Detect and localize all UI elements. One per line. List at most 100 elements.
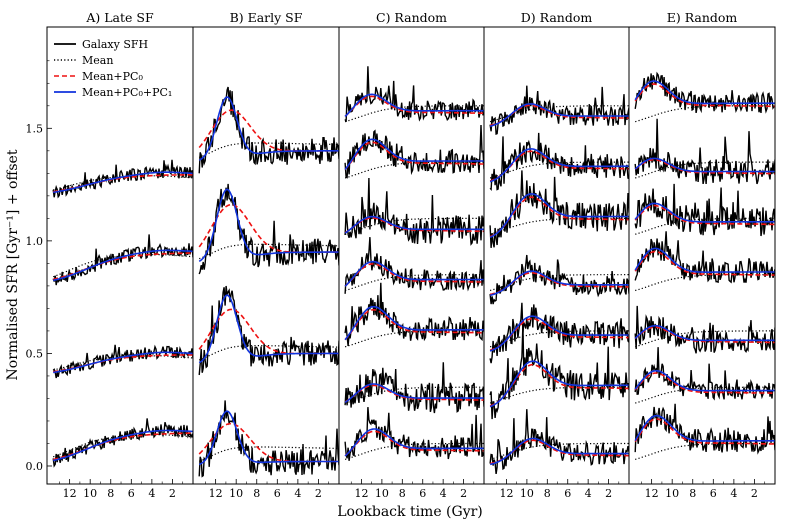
x-tick-label: 6 [128,487,135,500]
mean-series [53,175,193,191]
mean-pc0-pc1-series [489,193,629,239]
mean-pc0-pc1-series [344,138,484,170]
galaxy-sfh-series [634,347,775,401]
panel-5-title: E) Random [667,10,738,25]
galaxy-sfh-series [489,170,629,248]
mean-pc0-pc1-series [344,215,484,234]
galaxy-sfh-series [634,118,775,185]
galaxy-sfh-series [489,324,629,420]
mean-pc0-pc1-series [489,103,629,127]
x-tick-label: 8 [253,487,260,500]
mean-series [635,274,775,292]
mean-pc0-series [344,263,484,287]
mean-pc0-pc1-series [344,383,484,404]
galaxy-sfh-series [489,85,629,136]
mean-series [635,330,775,348]
x-tick-label: 10 [83,487,97,500]
mean-pc0-pc1-series [53,171,193,194]
mean-pc0-pc1-series [634,157,775,173]
legend-label: Mean+PC₀ [82,70,143,83]
galaxy-sfh-series [52,344,193,379]
x-tick-label: 8 [689,487,696,500]
mean-pc0-pc1-series [634,369,775,392]
x-tick-label: 12 [209,487,223,500]
y-tick-label: 1.0 [26,235,44,248]
mean-series [344,217,484,235]
x-tick-label: 6 [564,487,571,500]
mean-series [53,434,193,458]
mean-pc0-pc1-series [53,249,193,282]
x-tick-label: 12 [645,487,659,500]
galaxy-sfh-series [489,302,629,364]
x-tick-label: 8 [399,487,406,500]
mean-pc0-pc1-series [53,351,193,374]
mean-pc0-series [198,109,339,152]
mean-pc0-pc1-series [344,260,484,287]
x-tick-label: 10 [375,487,389,500]
panel-1-curves [52,159,193,468]
mean-pc0-series [489,150,629,182]
x-tick-label: 2 [751,487,758,500]
mean-pc0-series [344,430,484,457]
mean-pc0-pc1-series [489,437,629,466]
x-tick-label: 4 [148,487,155,500]
mean-pc0-pc1-series [489,360,629,408]
x-tick-label: 4 [294,487,301,500]
x-tick-label: 2 [315,487,322,500]
mean-series [198,345,339,361]
mean-pc0-series [344,141,484,171]
galaxy-sfh-series [634,305,775,354]
galaxy-sfh-series [52,234,193,286]
mean-pc0-series [634,204,775,226]
mean-pc0-pc1-series [198,188,339,262]
ticks-layer: 12 10 8 6 4 2 12 10 8 6 4 2 12 10 8 6 4 2 12 10 8 6 4 2 12 10 8 6 4 2… [26,60,766,500]
galaxy-sfh-series [344,237,484,294]
mean-pc0-series [198,422,339,463]
panel-5-frame [628,26,776,485]
mean-series [635,105,775,123]
x-tick-label: 6 [274,487,281,500]
mean-series [53,254,193,278]
panel-4-frame [483,26,630,485]
mean-pc0-pc1-series [634,202,775,223]
galaxy-sfh-series [198,86,339,174]
mean-pc0-series [344,217,484,234]
mean-pc0-pc1-series [344,93,484,118]
x-tick-label: 12 [499,487,513,500]
mean-pc0-series [344,95,484,117]
mean-pc0-series [634,158,775,175]
x-tick-label: 8 [544,487,551,500]
panel-frames [46,26,776,485]
x-tick-label: 2 [605,487,612,500]
legend-label: Mean [82,54,113,67]
mean-pc0-series [489,318,629,351]
mean-series [489,386,629,404]
mean-pc0-pc1-series [489,270,629,297]
galaxy-sfh-series [489,132,629,191]
mean-pc0-pc1-series [198,294,339,364]
legend: Galaxy SFH Mean Mean+PC₀ Mean+PC₀+PC₁ [54,38,172,99]
x-tick-label: 6 [710,487,717,500]
mean-series [344,274,484,292]
mean-pc0-pc1-series [344,305,484,341]
mean-pc0-series [344,384,484,403]
panel-4-curves [489,85,629,475]
galaxy-sfh-series [489,409,629,475]
legend-label: Mean+PC₀+PC₁ [82,86,172,99]
y-tick-label: 0.5 [26,347,44,360]
panel-3-title: C) Random [376,10,447,25]
mean-pc0-series [634,83,775,108]
mean-pc0-pc1-series [634,324,775,342]
galaxy-sfh-series [344,177,484,246]
x-tick-label: 4 [440,487,447,500]
panel-3-frame [338,26,485,485]
mean-pc0-series [198,308,339,355]
panel-2-curves [198,86,339,478]
x-tick-label: 6 [419,487,426,500]
panel-2-title: B) Early SF [230,10,303,25]
mean-pc0-pc1-series [53,429,193,462]
mean-series [198,446,339,462]
panel-1-title: A) Late SF [85,10,154,25]
x-tick-label: 12 [354,487,368,500]
